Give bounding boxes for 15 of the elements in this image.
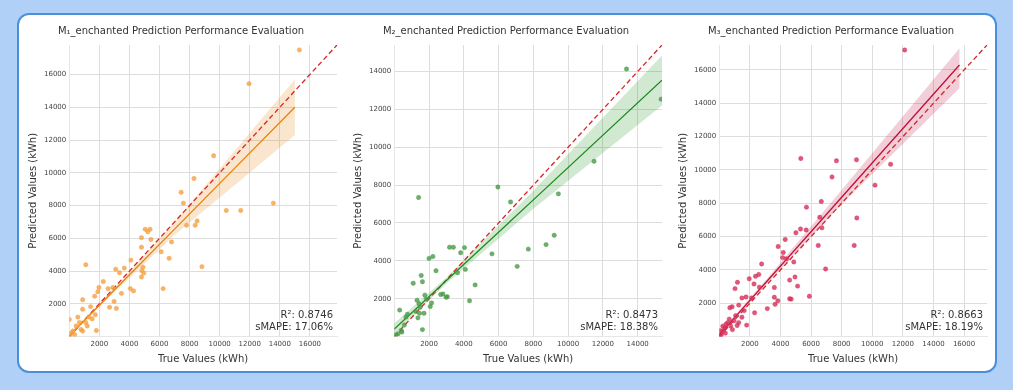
y-axis-title: Predicted Values (kWh) [26, 132, 38, 249]
annotation: R²: 0.8663 [930, 309, 983, 321]
chart-title: M₂_enchanted Prediction Performance Evaluation [382, 24, 630, 37]
y-axis-title: Predicted Values (kWh) [676, 132, 688, 249]
chart-title: M₁_enchanted Prediction Performance Evaluation [57, 24, 305, 37]
x-axis-title: True Values (kWh) [807, 352, 899, 364]
chart-title: M₃_enchanted Prediction Performance Evaluation [707, 24, 955, 37]
y-axis-title: Predicted Values (kWh) [351, 132, 363, 249]
x-axis-title: True Values (kWh) [482, 352, 574, 364]
x-axis-title: True Values (kWh) [157, 352, 249, 364]
annotation: R²: 0.8473 [605, 309, 658, 321]
annotation: sMAPE: 18.38% [580, 321, 658, 333]
annotation: sMAPE: 18.19% [905, 321, 983, 333]
annotation: R²: 0.8746 [280, 309, 333, 321]
annotation: sMAPE: 17.06% [255, 321, 333, 333]
